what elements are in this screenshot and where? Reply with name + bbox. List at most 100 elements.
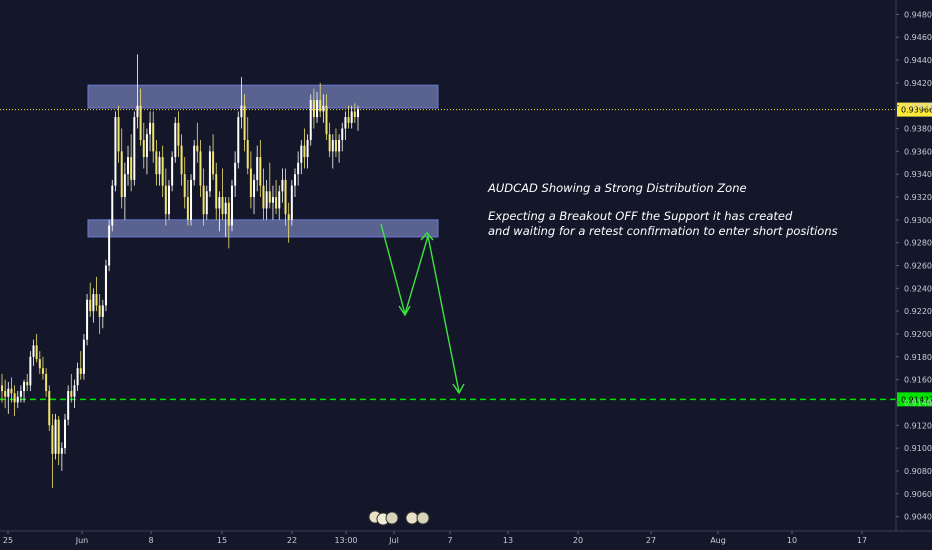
candle[interactable] — [158, 151, 161, 186]
candle[interactable] — [224, 197, 227, 237]
candle[interactable] — [104, 259, 107, 312]
candle[interactable] — [19, 385, 22, 403]
candle[interactable] — [67, 385, 70, 426]
candle[interactable] — [237, 111, 240, 169]
candle[interactable] — [152, 111, 155, 163]
candle[interactable] — [319, 82, 322, 118]
candle[interactable] — [193, 139, 196, 186]
candle[interactable] — [271, 185, 274, 220]
candle[interactable] — [334, 128, 337, 158]
candle[interactable] — [29, 351, 32, 392]
candle[interactable] — [35, 333, 38, 363]
candle[interactable] — [325, 94, 328, 140]
candle[interactable] — [306, 134, 309, 169]
candle[interactable] — [199, 139, 202, 198]
event-icon-3[interactable] — [385, 511, 399, 525]
candle[interactable] — [101, 299, 104, 329]
event-icon-4[interactable] — [405, 511, 419, 525]
candle[interactable] — [45, 368, 48, 397]
candle[interactable] — [111, 179, 114, 232]
candle[interactable] — [7, 381, 10, 414]
candle[interactable] — [353, 103, 356, 123]
candle[interactable] — [227, 197, 230, 249]
candle[interactable] — [253, 174, 256, 215]
candle[interactable] — [142, 122, 145, 169]
candle[interactable] — [205, 185, 208, 220]
candle[interactable] — [190, 174, 193, 226]
candle[interactable] — [357, 105, 359, 131]
candle[interactable] — [338, 134, 341, 163]
candle[interactable] — [262, 168, 265, 220]
candle[interactable] — [164, 168, 167, 226]
candle[interactable] — [130, 134, 133, 192]
candle[interactable] — [171, 151, 174, 192]
candle[interactable] — [259, 139, 262, 198]
candle[interactable] — [51, 413, 54, 489]
candle[interactable] — [331, 134, 334, 169]
candle[interactable] — [161, 145, 164, 198]
candle[interactable] — [174, 117, 177, 163]
zone-support[interactable] — [87, 219, 439, 238]
candle[interactable] — [230, 179, 233, 232]
candle[interactable] — [13, 385, 16, 417]
candle[interactable] — [10, 377, 13, 403]
candle[interactable] — [70, 373, 73, 403]
candle[interactable] — [48, 385, 51, 431]
candle[interactable] — [64, 413, 67, 454]
candle[interactable] — [108, 219, 111, 272]
candle[interactable] — [246, 117, 249, 175]
candle[interactable] — [82, 333, 85, 380]
candle[interactable] — [322, 94, 325, 123]
candle[interactable] — [183, 157, 186, 209]
candle[interactable] — [76, 362, 79, 392]
candle[interactable] — [54, 413, 57, 460]
candle[interactable] — [79, 351, 82, 380]
candle[interactable] — [249, 151, 252, 209]
candle[interactable] — [341, 122, 344, 152]
candle[interactable] — [281, 168, 284, 203]
candle[interactable] — [284, 168, 287, 226]
event-icon-5[interactable] — [416, 511, 430, 525]
candle[interactable] — [127, 145, 130, 186]
candle[interactable] — [60, 442, 63, 471]
candle[interactable] — [86, 294, 89, 346]
candle[interactable] — [139, 88, 142, 146]
candle[interactable] — [123, 162, 126, 220]
candle[interactable] — [167, 179, 170, 220]
candle[interactable] — [208, 145, 211, 198]
candle[interactable] — [278, 185, 281, 220]
candle[interactable] — [186, 179, 189, 226]
candle[interactable] — [92, 288, 95, 323]
candle[interactable] — [234, 151, 237, 198]
candle[interactable] — [16, 391, 19, 409]
candle[interactable] — [215, 162, 218, 220]
candle[interactable] — [297, 151, 300, 186]
candle[interactable] — [300, 139, 303, 175]
candle[interactable] — [328, 122, 331, 158]
candle[interactable] — [316, 92, 319, 123]
candle[interactable] — [57, 416, 60, 466]
candle[interactable] — [95, 276, 98, 312]
candle[interactable] — [98, 294, 101, 334]
candle[interactable] — [221, 168, 224, 220]
candle[interactable] — [350, 105, 353, 129]
candle[interactable] — [149, 111, 152, 152]
candle[interactable] — [114, 111, 117, 192]
candle[interactable] — [256, 145, 259, 192]
candle[interactable] — [312, 88, 315, 129]
candle[interactable] — [196, 122, 199, 163]
candle[interactable] — [136, 54, 139, 129]
candle[interactable] — [177, 111, 180, 158]
candle[interactable] — [293, 168, 296, 198]
candle[interactable] — [265, 179, 268, 220]
candle[interactable] — [202, 168, 205, 226]
event-icons[interactable] — [368, 510, 430, 526]
candle[interactable] — [290, 179, 293, 226]
candle[interactable] — [212, 134, 215, 180]
candles[interactable] — [1, 54, 359, 489]
candle[interactable] — [309, 94, 312, 146]
candle[interactable] — [344, 111, 347, 140]
candle[interactable] — [26, 373, 29, 392]
candle[interactable] — [41, 356, 44, 380]
